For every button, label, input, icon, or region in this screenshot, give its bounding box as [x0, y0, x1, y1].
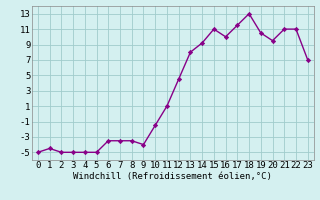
X-axis label: Windchill (Refroidissement éolien,°C): Windchill (Refroidissement éolien,°C)	[73, 172, 272, 181]
